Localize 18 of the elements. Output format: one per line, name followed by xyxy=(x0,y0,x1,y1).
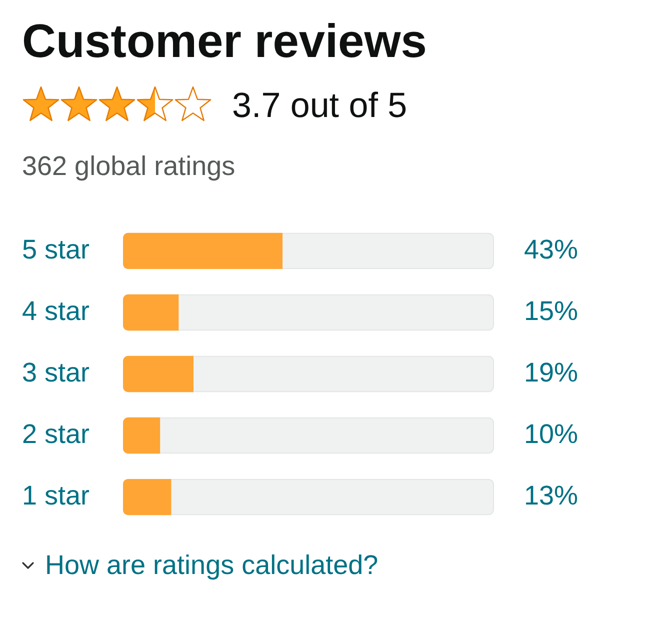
data-label: 43% xyxy=(524,234,578,264)
data-label: 10% xyxy=(524,418,578,449)
chart-title: Customer reviews xyxy=(22,14,427,67)
y-tick-label: 3 star xyxy=(22,357,90,388)
y-tick-label: 5 star xyxy=(22,234,90,264)
bar xyxy=(123,356,194,392)
bar xyxy=(123,294,179,331)
bar xyxy=(123,478,172,516)
data-label: 15% xyxy=(524,296,578,326)
text: How are ratings calculated? xyxy=(45,550,378,580)
chart-subtitle: 3.7 out of 5 xyxy=(232,86,408,125)
y-tick-label: 2 star xyxy=(22,418,90,449)
y-tick-label: 4 star xyxy=(22,296,90,326)
data-label: 19% xyxy=(524,357,578,388)
text: 362 global ratings xyxy=(22,151,236,181)
y-tick-label: 1 star xyxy=(22,480,90,510)
bar xyxy=(123,417,160,454)
data-label: 13% xyxy=(524,480,578,510)
